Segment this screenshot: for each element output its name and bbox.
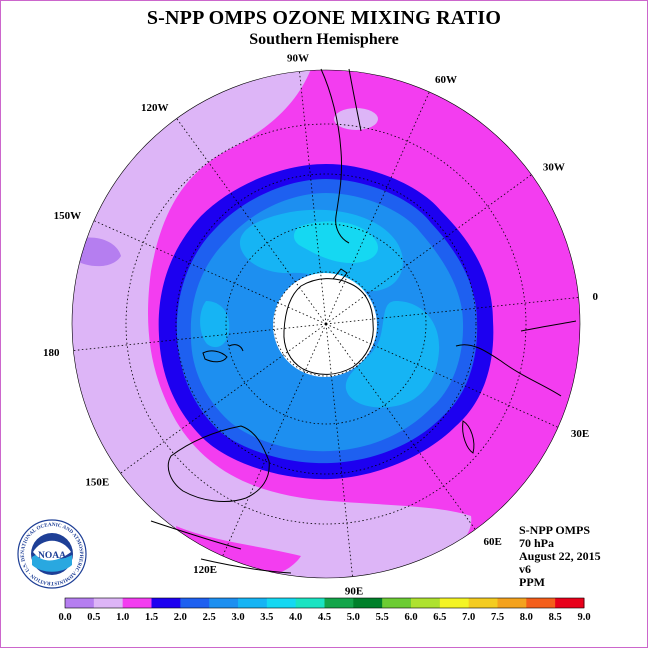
noaa-logo-text: NOAA	[38, 551, 66, 561]
colorbar-tick-label: 4.5	[318, 612, 331, 623]
colorbar-swatch	[555, 598, 585, 608]
product-info: S-NPP OMPS 70 hPa August 22, 2015 v6 PPM	[519, 524, 601, 589]
antarctica-coast	[283, 268, 374, 375]
madagascar-coast	[462, 420, 475, 454]
coastlines	[150, 68, 577, 574]
date-label: August 22, 2015	[519, 549, 601, 563]
version-label: v6	[519, 562, 531, 576]
colorbar-swatch	[65, 598, 95, 608]
colorbar-swatch	[122, 598, 152, 608]
longitude-label: 30E	[571, 428, 589, 440]
colorbar-tick-label: 7.0	[462, 612, 475, 623]
graticule	[73, 71, 579, 577]
colorbar-swatch	[439, 598, 470, 608]
colorbar-tick-label: 1.5	[145, 612, 158, 623]
longitude-label: 150W	[54, 210, 82, 222]
contour-fill-0p5	[72, 70, 472, 578]
figure-title: S-NPP OMPS OZONE MIXING RATIO	[146, 7, 502, 29]
latitude-circle	[225, 223, 427, 425]
colorbar-frame	[64, 597, 585, 609]
ozone-field	[72, 70, 580, 578]
latitude-circle	[175, 173, 477, 475]
colorbar-swatch	[151, 598, 181, 608]
colorbar-swatch	[324, 598, 354, 608]
longitude-label: 90E	[345, 586, 363, 598]
colorbar-tick-label: 1.0	[116, 612, 129, 623]
colorbar-tick-label: 5.5	[376, 612, 389, 623]
colorbar-tick-label: 8.5	[549, 612, 562, 623]
africa-coast	[455, 320, 577, 397]
longitude-label: 120W	[141, 102, 169, 114]
colorbar-tick-label: 6.5	[433, 612, 446, 623]
instrument-label: S-NPP OMPS	[519, 523, 590, 537]
colorbar-swatch	[382, 598, 412, 608]
australia-coast	[167, 425, 270, 503]
noaa-logo: NATIONAL OCEANIC AND ATMOSPHERIC ADMINIS…	[17, 519, 87, 589]
colorbar: 0.0 0.5 1.0 1.5 2.0 2.5 3.0 3.5 4.0 4.5 5.0 5.5 6.0 6…	[58, 597, 591, 623]
longitude-label: 120E	[193, 564, 217, 576]
colorbar-tick-label: 9.0	[577, 612, 590, 623]
colorbar-swatch	[468, 598, 498, 608]
longitude-labels: 0 30E 60E 90E 120E 150E 180 150W 120W 90W 60W 30W	[43, 52, 599, 597]
longitude-label: 60E	[484, 536, 502, 548]
pressure-level-label: 70 hPa	[519, 536, 555, 550]
colorbar-tick-label: 8.0	[520, 612, 533, 623]
contour-fill-3p0	[200, 301, 230, 348]
colorbar-swatch	[497, 598, 527, 608]
contour-fill-3p0	[345, 301, 440, 408]
colorbar-tick-label: 2.5	[203, 612, 216, 623]
colorbar-tick-label: 5.0	[347, 612, 360, 623]
figure-subtitle: Southern Hemisphere	[249, 31, 399, 48]
longitude-label: 60W	[435, 74, 457, 86]
colorbar-swatch	[93, 598, 124, 608]
colorbar-tick-label: 4.0	[289, 612, 302, 623]
latitude-circle	[125, 123, 527, 525]
contour-fill-0p5	[334, 108, 378, 130]
colorbar-swatch	[180, 598, 210, 608]
latitude-circle	[273, 271, 379, 377]
indonesia-coast	[150, 520, 292, 574]
map-boundary	[71, 69, 581, 579]
new-zealand-coast	[202, 344, 244, 363]
south-america-coast	[320, 68, 362, 244]
colorbar-tick-label: 0.5	[87, 612, 100, 623]
longitude-label: 180	[43, 347, 60, 359]
colorbar-tick-label: 2.0	[174, 612, 187, 623]
colorbar-tick-label: 6.0	[404, 612, 417, 623]
colorbar-swatch	[266, 598, 297, 608]
colorbar-swatch	[353, 598, 383, 608]
colorbar-swatch	[411, 598, 441, 608]
colorbar-swatch	[526, 598, 556, 608]
colorbar-swatch	[295, 598, 325, 608]
longitude-label: 30W	[543, 161, 565, 173]
colorbar-tick-label: 3.5	[260, 612, 273, 623]
longitude-label: 90W	[287, 52, 309, 64]
colorbar-tick-label: 3.0	[231, 612, 244, 623]
colorbar-tick-label: 7.5	[491, 612, 504, 623]
colorbar-tick-label: 0.0	[58, 612, 71, 623]
colorbar-swatch	[209, 598, 239, 608]
longitude-label: 0	[593, 291, 599, 303]
colorbar-swatch	[238, 598, 268, 608]
longitude-label: 150E	[85, 477, 109, 489]
contour-fill-3p5	[293, 221, 379, 263]
units-label: PPM	[519, 575, 545, 589]
